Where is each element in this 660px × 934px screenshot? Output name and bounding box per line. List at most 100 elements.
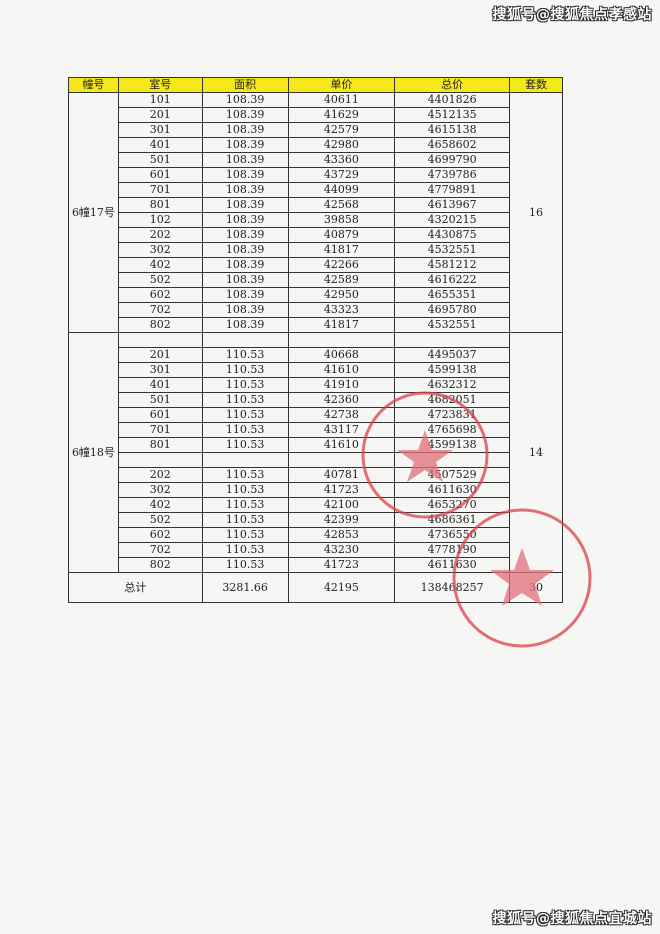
area-cell: 110.53 <box>201 542 289 558</box>
header-count: 套数 <box>509 77 563 93</box>
table-row: 502 110.53 42399 4686361 <box>69 512 563 528</box>
room-cell: 701 <box>117 422 203 438</box>
unit-price-cell: 43729 <box>287 167 396 183</box>
unit-price-cell: 41910 <box>287 377 396 393</box>
unit-price-cell: 43323 <box>287 302 396 318</box>
area-cell: 108.39 <box>201 152 289 168</box>
total-price-cell: 4695780 <box>394 302 511 318</box>
area-cell: 108.39 <box>201 92 289 108</box>
total-row: 总计 3281.66 42195 138468257 30 <box>68 572 563 603</box>
unit-price-cell: 42579 <box>287 122 396 138</box>
table-row: 601 108.39 43729 4739786 <box>69 167 563 183</box>
total-price-cell: 4401826 <box>394 92 511 108</box>
total-price-cell: 4778190 <box>394 542 511 558</box>
unit-price-cell: 44099 <box>287 182 396 198</box>
area-cell: 110.53 <box>201 407 289 423</box>
unit-price-cell: 40781 <box>287 467 396 483</box>
table-row: 301 110.53 41610 4599138 <box>69 362 563 378</box>
room-cell: 502 <box>117 512 203 528</box>
room-cell: 302 <box>117 482 203 498</box>
total-area: 3281.66 <box>201 572 289 603</box>
total-count: 30 <box>509 572 563 603</box>
table-row: 402 110.53 42100 4653270 <box>69 497 563 513</box>
area-cell: 108.39 <box>201 182 289 198</box>
room-cell: 301 <box>117 362 203 378</box>
table-row: 102 108.39 39858 4320215 <box>69 212 563 228</box>
unit-price-cell: 41610 <box>287 362 396 378</box>
area-cell: 108.39 <box>201 137 289 153</box>
total-price-cell: 4779891 <box>394 182 511 198</box>
total-price-cell: 4611630 <box>394 557 511 573</box>
area-cell: 110.53 <box>201 437 289 453</box>
table-row: 301 108.39 42579 4615138 <box>69 122 563 138</box>
unit-price-cell: 42360 <box>287 392 396 408</box>
table-row: 602 110.53 42853 4736550 <box>69 527 563 543</box>
total-price-cell: 4655351 <box>394 287 511 303</box>
total-price-cell: 4699790 <box>394 152 511 168</box>
unit-price-cell: 41723 <box>287 557 396 573</box>
unit-price-cell: 40879 <box>287 227 396 243</box>
room-cell: 602 <box>117 527 203 543</box>
room-cell: 501 <box>117 152 203 168</box>
unit-price-cell: 42399 <box>287 512 396 528</box>
room-cell: 701 <box>117 182 203 198</box>
unit-price-cell <box>287 332 396 348</box>
area-cell: 108.39 <box>201 167 289 183</box>
building-cell: 6幢18号 <box>68 332 119 573</box>
room-cell: 202 <box>117 467 203 483</box>
area-cell: 108.39 <box>201 122 289 138</box>
total-price-cell: 4581212 <box>394 257 511 273</box>
table-row: 6幢18号 14 <box>68 332 563 573</box>
table-row: 601 110.53 42738 4723831 <box>69 407 563 423</box>
area-cell: 110.53 <box>201 392 289 408</box>
table-row: 6幢17号 101 108.39 40611 4401826 16 <box>68 92 563 333</box>
room-cell: 401 <box>117 377 203 393</box>
building-cell: 6幢17号 <box>68 92 119 333</box>
unit-price-cell: 41817 <box>287 242 396 258</box>
area-cell: 110.53 <box>201 482 289 498</box>
area-cell: 110.53 <box>201 557 289 573</box>
area-cell <box>201 452 289 468</box>
area-cell: 110.53 <box>201 377 289 393</box>
unit-price-cell: 41629 <box>287 107 396 123</box>
unit-price-cell: 42100 <box>287 497 396 513</box>
total-price-cell: 4532551 <box>394 242 511 258</box>
table-row: 702 108.39 43323 4695780 <box>69 302 563 318</box>
room-cell: 202 <box>117 227 203 243</box>
room-cell: 302 <box>117 242 203 258</box>
header-total-price: 总价 <box>394 77 511 93</box>
room-cell: 402 <box>117 497 203 513</box>
area-cell: 110.53 <box>201 527 289 543</box>
table-row <box>69 452 563 468</box>
room-cell: 702 <box>117 302 203 318</box>
watermark-bottom: 搜狐号@搜狐焦点宜城站 <box>492 911 652 927</box>
table-row: 201 110.53 40668 4495037 <box>69 347 563 363</box>
table-row: 701 110.53 43117 4765698 <box>69 422 563 438</box>
total-unit-price: 42195 <box>287 572 396 603</box>
total-price-cell: 4512135 <box>394 107 511 123</box>
unit-price-cell: 42980 <box>287 137 396 153</box>
unit-price-cell: 40611 <box>287 92 396 108</box>
total-price-cell: 4507529 <box>394 467 511 483</box>
unit-price-cell: 42266 <box>287 257 396 273</box>
area-cell: 110.53 <box>201 347 289 363</box>
table-row: 402 108.39 42266 4581212 <box>69 257 563 273</box>
area-cell: 108.39 <box>201 107 289 123</box>
total-price-cell: 4611630 <box>394 482 511 498</box>
area-cell <box>201 332 289 348</box>
unit-price-cell: 42589 <box>287 272 396 288</box>
room-cell <box>117 452 203 468</box>
room-cell: 301 <box>117 122 203 138</box>
room-cell: 201 <box>117 107 203 123</box>
header-area: 面积 <box>201 77 289 93</box>
total-price-cell: 4736550 <box>394 527 511 543</box>
total-price-cell: 4653270 <box>394 497 511 513</box>
header-building: 幢号 <box>68 77 119 93</box>
table-row: 501 110.53 42360 4682051 <box>69 392 563 408</box>
area-cell: 110.53 <box>201 467 289 483</box>
table-row: 701 108.39 44099 4779891 <box>69 182 563 198</box>
table-row: 201 108.39 41629 4512135 <box>69 107 563 123</box>
total-price-cell: 4320215 <box>394 212 511 228</box>
total-price-cell: 4658602 <box>394 137 511 153</box>
unit-price-cell: 39858 <box>287 212 396 228</box>
